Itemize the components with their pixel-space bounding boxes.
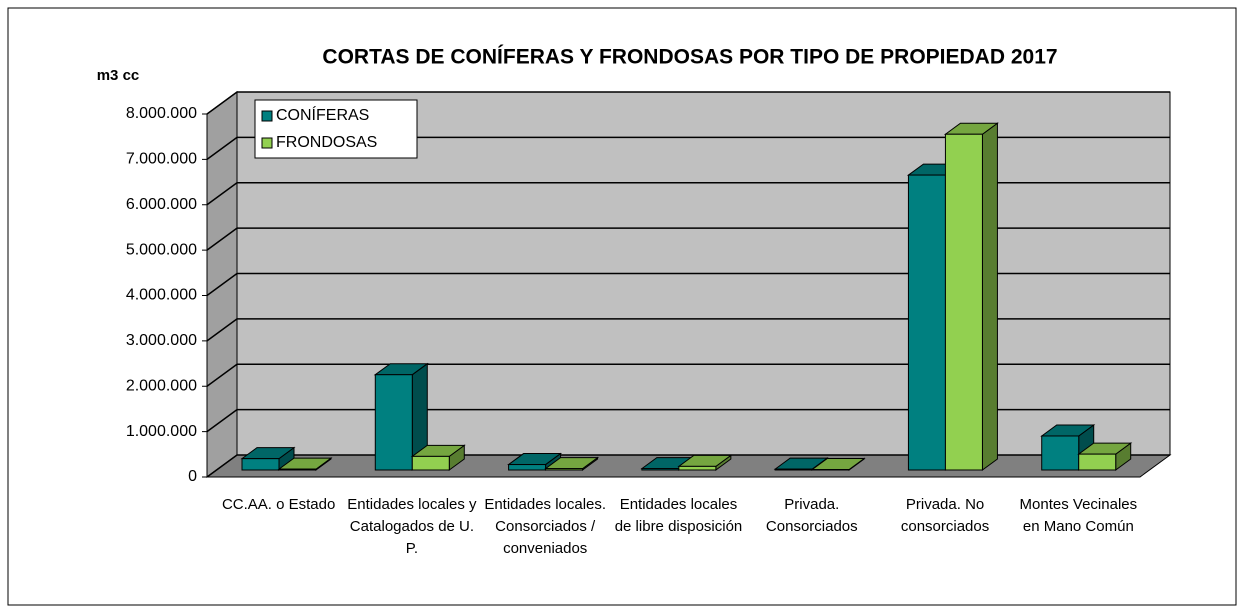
x-tick-label: Entidades locales y Catalogados de U. P. (347, 496, 477, 557)
y-tick-label: 4.000.000 (126, 287, 197, 304)
bar (411, 455, 450, 471)
grid-line (206, 227, 1170, 251)
bar (241, 458, 280, 471)
y-axis-label: m3 cc (97, 67, 140, 84)
legend-swatch (261, 137, 273, 149)
x-tick-label: CC.AA. o Estado (221, 496, 336, 513)
y-tick-label: 6.000.000 (126, 196, 197, 213)
bar (374, 374, 413, 471)
grid-line (206, 454, 1170, 478)
x-tick-label: Privada. No consorciados (900, 496, 990, 535)
legend-label: FRONDOSAS (276, 134, 377, 151)
bar-side (981, 122, 998, 471)
legend-box (254, 99, 418, 159)
bar (545, 468, 584, 471)
y-tick-label: 2.000.000 (126, 377, 197, 394)
grid-line (206, 91, 1170, 115)
y-tick-label: 7.000.000 (126, 151, 197, 168)
y-tick-label: 1.000.000 (126, 423, 197, 440)
grid-line (206, 363, 1170, 387)
y-tick-label: 3.000.000 (126, 332, 197, 349)
grid-line (206, 136, 1170, 160)
x-tick-label: Entidades locales. Consorciados / conven… (484, 496, 607, 557)
legend-swatch (261, 110, 273, 122)
bar (508, 464, 547, 471)
grid-line (206, 318, 1170, 342)
grid-line (206, 408, 1170, 433)
chart-title: CORTAS DE CONÍFERAS Y FRONDOSAS POR TIPO… (322, 46, 1057, 69)
x-tick-label: Entidades locales de libre disposición (614, 496, 743, 535)
bar (1078, 453, 1117, 471)
y-tick-label: 0 (188, 468, 197, 485)
bar (278, 468, 317, 471)
bar (641, 468, 680, 471)
y-tick-label: 8.000.000 (126, 105, 197, 122)
bar (678, 465, 717, 471)
y-tick-label: 5.000.000 (126, 241, 197, 258)
bar (907, 174, 946, 471)
bar (774, 468, 813, 471)
x-tick-label: Montes Vecinales en Mano Común (1019, 496, 1138, 535)
bar (1041, 435, 1080, 471)
grid-line (206, 182, 1170, 206)
bar (944, 133, 983, 471)
x-tick-label: Privada. Consorciados (765, 496, 858, 535)
grid-line (206, 272, 1170, 297)
legend-label: CONÍFERAS (276, 105, 369, 124)
